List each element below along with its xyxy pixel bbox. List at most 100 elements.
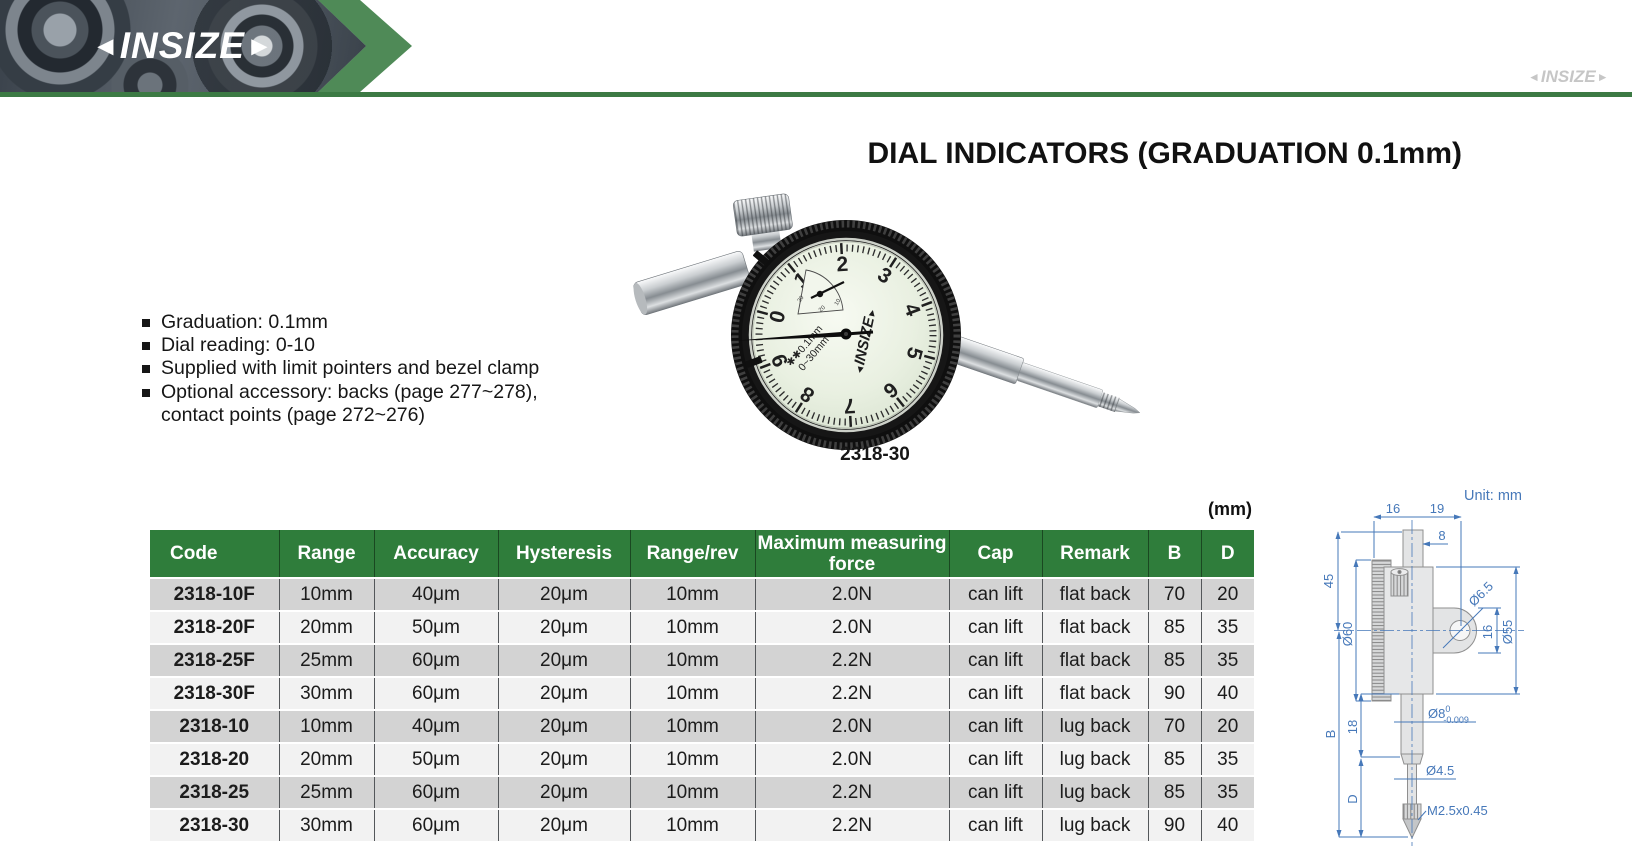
table-cell: 60μm [373,808,498,841]
spindle [928,328,1141,414]
column-header: Hysteresis [497,530,630,578]
table-row: 2318-25F 25mm 60μm 20μm 10mm 2.2N can lift flat… [150,643,1254,677]
table-cell: 25mm [278,643,374,677]
dimension-label: 16 [1386,501,1400,516]
table-cell: 60μm [373,775,498,809]
table-cell: 10mm [629,577,755,611]
table-cell: flat back [1041,643,1148,677]
table-cell: flat back [1041,577,1148,611]
table-cell: can lift [948,808,1042,841]
dimension-label: 45 [1321,574,1336,588]
centerlines [1334,520,1524,846]
major-ticks [756,243,936,427]
feature-list: Graduation: 0.1mm Dial reading: 0-10 Sup… [142,311,539,427]
dimension-label: 16 [1480,625,1495,639]
dimension-label: Ø55 [1500,620,1515,645]
table-cell: 20 [1200,577,1254,611]
feature-item: Optional accessory: backs (page 277~278)… [142,381,539,404]
table-cell: 10mm [629,643,755,677]
table-cell: 20 [1200,709,1254,743]
logo-right-arrow-icon: ► [245,31,273,61]
dimensions [1335,514,1520,838]
logo-right-arrow-icon: ► [1596,70,1609,84]
dial-number: 7 [843,394,856,418]
table-cell: 2.2N [754,775,949,809]
table-row: 2318-10 10mm 40μm 20μm 10mm 2.0N can lift lug b… [150,709,1254,743]
table-cell: lug back [1041,742,1148,776]
feature-item: Graduation: 0.1mm [142,311,539,334]
table-cell: 40μm [373,577,498,611]
product-code-label: 2318-30 [840,444,910,465]
dimension-label: 19 [1430,501,1444,516]
table-cell: 20mm [278,610,374,644]
table-cell: 85 [1147,643,1201,677]
feature-item: Supplied with limit pointers and bezel c… [142,357,539,380]
product-photo: 0 1 2 3 4 5 6 7 8 9 30 20 10 [633,193,1141,450]
table-body: 2318-10F 10mm 40μm 20μm 10mm 2.0N can lift flat… [150,577,1254,841]
table-cell: 40 [1200,676,1254,710]
table-cell: 10mm [629,775,755,809]
subdial: 30 20 10 [797,269,845,315]
cell-code: 2318-20F [150,610,279,644]
table-row: 2318-25 25mm 60μm 20μm 10mm 2.2N can lift lug b… [150,775,1254,809]
minor-ticks [755,244,937,426]
column-header: Remark [1041,530,1148,578]
column-header: Accuracy [373,530,498,578]
table-cell: 2.0N [754,610,949,644]
brand-logo: ◄ INSIZE ► [92,26,273,66]
table-row: 2318-20 20mm 50μm 20μm 10mm 2.0N can lift lug b… [150,742,1254,776]
brand-logo-text: INSIZE [119,25,245,66]
dimension-label: 18 [1345,720,1360,734]
column-header: Code [150,530,279,578]
table-cell: 60μm [373,643,498,677]
table-row: 2318-10F 10mm 40μm 20μm 10mm 2.0N can lift flat… [150,577,1254,611]
table-cell: 10mm [278,709,374,743]
table-cell: 20μm [497,676,630,710]
table-row: 2318-20F 20mm 50μm 20μm 10mm 2.0N can lift flat… [150,610,1254,644]
table-cell: can lift [948,742,1042,776]
table-cell: 20μm [497,775,630,809]
column-header: Maximum measuring force [754,530,949,578]
watermark-logo: ◄ INSIZE ► [1528,66,1609,88]
page-title: DIAL INDICATORS (GRADUATION 0.1mm) [867,137,1462,170]
drawing-unit-label: Unit: mm [1464,488,1522,504]
header-rule [0,92,1632,97]
table-cell: lug back [1041,808,1148,841]
dial-number: 0 [765,308,790,325]
table-cell: lug back [1041,775,1148,809]
watermark-logo-text: INSIZE [1540,67,1596,86]
limit-pointers [745,250,769,368]
table-cell: 20μm [497,742,630,776]
dimension-label: Ø6.5 [1466,579,1497,610]
table-cell: 20μm [497,709,630,743]
table-cell: 2.2N [754,643,949,677]
column-header: D [1200,530,1254,578]
dimension-label: M2.5x0.45 [1427,803,1488,818]
cell-code: 2318-30 [150,808,279,841]
table-cell: 70 [1147,709,1201,743]
dial-needle [730,328,874,341]
table-cell: 2.0N [754,742,949,776]
bezel-clamp-knob [732,193,793,252]
table-cell: 70 [1147,577,1201,611]
table-cell: 60μm [373,676,498,710]
table-cell: 85 [1147,610,1201,644]
table-cell: lug back [1041,709,1148,743]
dimension-label: 8 [1438,528,1445,543]
cell-code: 2318-25 [150,775,279,809]
subdial-label: 30 [797,295,806,304]
column-header: Cap [948,530,1042,578]
table-cell: can lift [948,577,1042,611]
feature-item-continuation: contact points (page 272~276) [161,403,425,426]
dimension-label: B [1323,730,1338,739]
logo-left-arrow-icon: ◄ [92,31,119,61]
table-cell: can lift [948,676,1042,710]
table-header-row: Code Range Accuracy Hysteresis Range/rev… [150,530,1254,578]
table-cell: can lift [948,709,1042,743]
cell-code: 2318-10F [150,577,279,611]
table-cell: 30mm [278,808,374,841]
feature-item: Dial reading: 0-10 [142,334,539,357]
column-header: B [1147,530,1201,578]
dimension-label: Ø4.5 [1426,763,1454,778]
header-banner: ◄ INSIZE ► [0,0,1632,97]
